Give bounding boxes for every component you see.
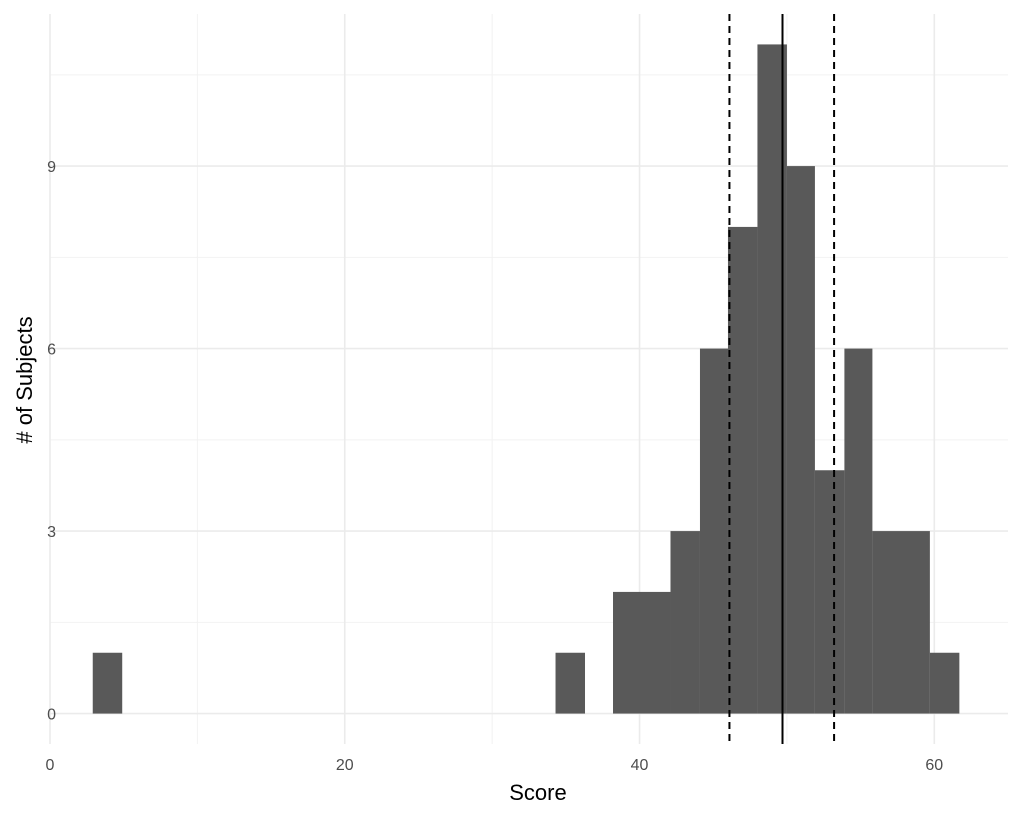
- histogram-bar: [670, 531, 700, 714]
- x-axis-title: Score: [509, 780, 566, 805]
- y-tick-label: 6: [47, 342, 56, 359]
- histogram-bar: [699, 348, 728, 714]
- histogram-bar: [613, 591, 671, 714]
- tick-labels-layer: 0 20 40 60 0 3 6 9: [46, 159, 944, 774]
- y-tick-label: 0: [47, 707, 56, 724]
- y-tick-label: 3: [47, 524, 56, 541]
- histogram-bar: [786, 166, 815, 714]
- histogram-bar: [727, 226, 758, 714]
- x-tick-label: 0: [46, 757, 55, 774]
- x-tick-label: 40: [631, 757, 649, 774]
- x-tick-label: 20: [336, 757, 354, 774]
- histogram-bar: [555, 652, 586, 714]
- bars-layer: [92, 44, 960, 714]
- histogram-bar: [844, 348, 873, 714]
- histogram-bar: [872, 531, 930, 714]
- reference-lines-layer: [728, 14, 836, 744]
- histogram-bar: [814, 470, 845, 714]
- histogram-bar: [92, 652, 123, 714]
- y-axis-title: # of Subjects: [12, 316, 37, 443]
- histogram-bar: [929, 652, 960, 714]
- x-tick-label: 60: [925, 757, 943, 774]
- y-tick-label: 9: [47, 159, 56, 176]
